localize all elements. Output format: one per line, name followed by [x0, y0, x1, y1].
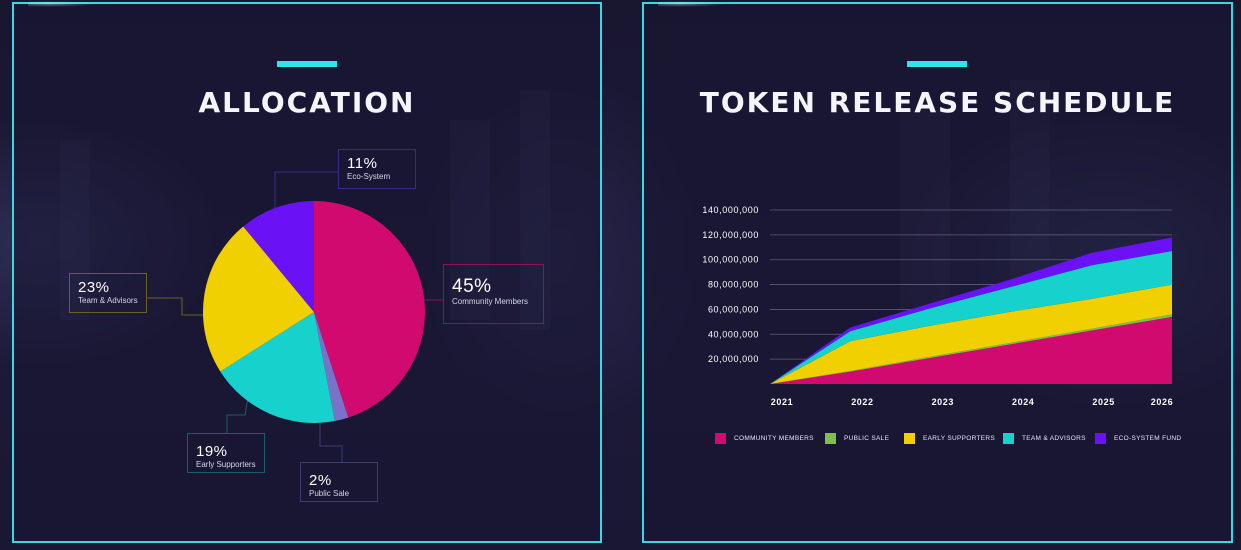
- legend-swatch: [1003, 433, 1014, 444]
- title-accent-bar: [907, 61, 967, 67]
- pie-slice-early-supporters: [220, 312, 335, 423]
- label-name: Community Members: [452, 297, 529, 306]
- label-pct: 19%: [196, 443, 228, 460]
- label-eco-system: 11% Eco-System: [338, 149, 416, 189]
- label-name: Eco-System: [347, 172, 391, 181]
- legend-item-community: COMMUNITY MEMBERS: [715, 433, 825, 444]
- pie-slice-community-members: [314, 201, 425, 418]
- area-series-community-members: [770, 316, 1172, 384]
- legend-label: EARLY SUPPORTERS: [923, 435, 995, 442]
- legend-item-ecosystem: ECO-SYSTEM FUND: [1095, 433, 1185, 444]
- y-tick-label: 120,000,000: [702, 230, 759, 240]
- legend-label: PUBLIC SALE: [844, 435, 890, 442]
- x-tick-label: 2021: [771, 397, 793, 407]
- label-early-supporters: 19% Early Supporters: [187, 433, 265, 473]
- label-team-advisors: 23% Team & Advisors: [69, 273, 147, 313]
- x-tick-label: 2023: [932, 397, 954, 407]
- area-series: [770, 237, 1172, 384]
- chart-legend: COMMUNITY MEMBERS PUBLIC SALE EARLY SUPP…: [715, 433, 1185, 444]
- y-tick-label: 40,000,000: [708, 329, 759, 339]
- legend-item-public-sale: PUBLIC SALE: [825, 433, 904, 444]
- legend-swatch: [904, 433, 915, 444]
- allocation-title: ALLOCATION: [198, 86, 416, 119]
- legend-label: TEAM & ADVISORS: [1022, 435, 1086, 442]
- label-pct: 11%: [347, 155, 378, 172]
- legend-swatch: [715, 433, 726, 444]
- label-pct: 23%: [78, 279, 110, 296]
- legend-label: COMMUNITY MEMBERS: [734, 435, 814, 442]
- x-tick-label: 2026: [1151, 397, 1173, 407]
- y-tick-label: 140,000,000: [702, 205, 759, 215]
- x-tick-label: 2025: [1092, 397, 1114, 407]
- y-tick-label: 20,000,000: [708, 354, 759, 364]
- y-tick-label: 80,000,000: [708, 280, 759, 290]
- label-name: Early Supporters: [196, 460, 256, 469]
- pie-connector-line: [147, 297, 210, 316]
- legend-label: ECO-SYSTEM FUND: [1114, 435, 1182, 442]
- token-release-title: TOKEN RELEASE SCHEDULE: [699, 86, 1176, 119]
- pie-connector-line: [274, 171, 338, 210]
- label-pct: 45%: [452, 276, 492, 297]
- label-community-members: 45% Community Members: [443, 264, 544, 324]
- y-tick-label: 60,000,000: [708, 304, 759, 314]
- label-pct: 2%: [309, 472, 332, 489]
- pie-connector-line: [319, 420, 343, 462]
- x-tick-label: 2022: [851, 397, 873, 407]
- title-accent-bar: [277, 61, 337, 67]
- area-series-early-supporters: [770, 284, 1172, 384]
- legend-swatch: [825, 433, 836, 444]
- label-name: Public Sale: [309, 489, 350, 498]
- area-series-team-advisors: [770, 251, 1172, 384]
- legend-item-team-advisors: TEAM & ADVISORS: [1003, 433, 1095, 444]
- legend-item-early-supporters: EARLY SUPPORTERS: [904, 433, 1003, 444]
- x-axis-tick-labels: 2021 2022 2023 2024 2025 2026: [771, 397, 1173, 407]
- decorative-dots: [28, 1, 98, 7]
- pie-slices: [203, 201, 425, 423]
- pie-slice-eco-system: [243, 201, 314, 312]
- decorative-dots: [658, 1, 728, 7]
- legend-swatch: [1095, 433, 1106, 444]
- y-axis-tick-labels: 20,000,000 40,000,000 60,000,000 80,000,000…: [702, 205, 759, 364]
- y-tick-label: 100,000,000: [702, 255, 759, 265]
- label-name: Team & Advisors: [78, 296, 138, 305]
- pie-slice-team-advisors: [203, 226, 314, 372]
- pie-slice-public-sale: [314, 312, 349, 422]
- label-public-sale: 2% Public Sale: [300, 462, 378, 502]
- area-series-eco-system-fund: [770, 237, 1172, 384]
- x-tick-label: 2024: [1012, 397, 1034, 407]
